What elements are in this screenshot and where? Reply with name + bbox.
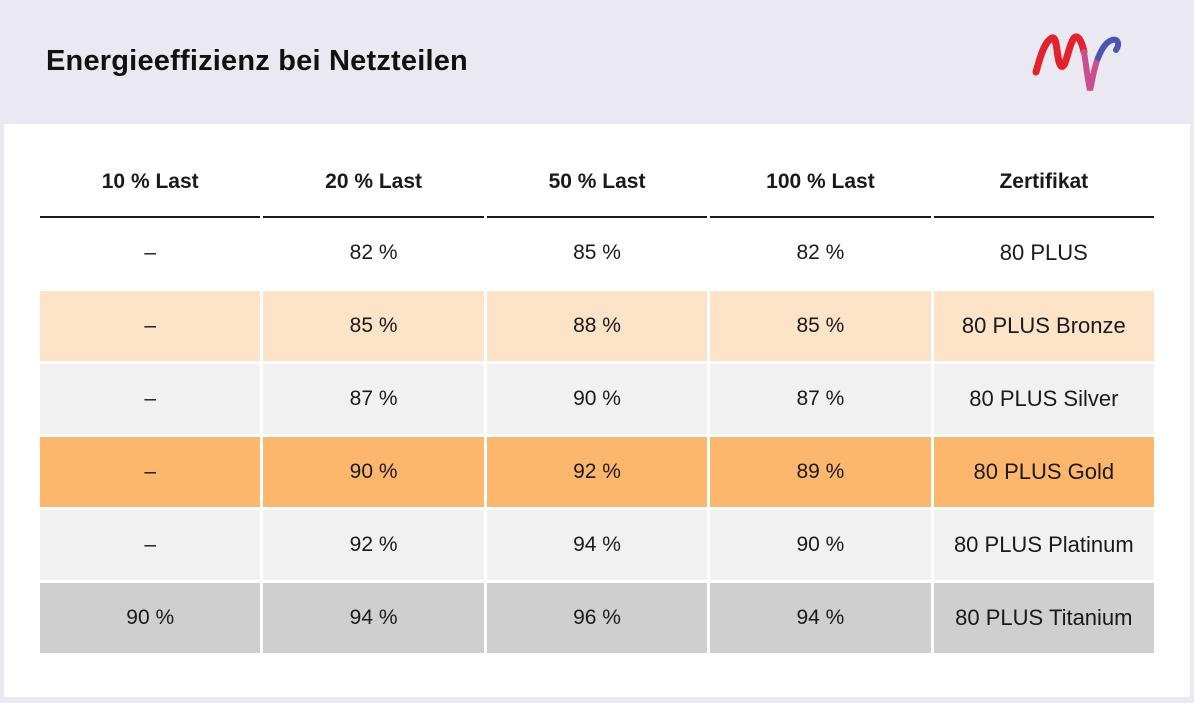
table-cell: 89 % — [710, 437, 931, 507]
certificate-cell: 80 PLUS Gold — [933, 437, 1155, 507]
table-row: – 82 % 85 % 82 % 80 PLUS — [40, 218, 1155, 288]
table-cell: 88 % — [486, 291, 708, 361]
table-cell: 85 % — [486, 218, 708, 288]
certificate-cell: 80 PLUS Silver — [933, 364, 1155, 434]
table-cell: – — [40, 510, 261, 580]
header-cell: 20 % Last — [263, 146, 484, 218]
table-cell: – — [40, 291, 261, 361]
header-cell: Zertifikat — [933, 146, 1155, 218]
table-cell: 96 % — [486, 583, 708, 653]
table-row: – 92 % 94 % 90 % 80 PLUS Platinum — [40, 510, 1155, 580]
table-cell: 92 % — [263, 510, 484, 580]
table-cell: – — [40, 437, 261, 507]
header-cell: 100 % Last — [710, 146, 931, 218]
header-cell: 50 % Last — [486, 146, 708, 218]
table-cell: 85 % — [263, 291, 484, 361]
certificate-cell: 80 PLUS Bronze — [933, 291, 1155, 361]
table-row: – 85 % 88 % 85 % 80 PLUS Bronze — [40, 291, 1155, 361]
table-cell: 87 % — [710, 364, 931, 434]
page-title: Energieeffizienz bei Netzteilen — [46, 45, 468, 77]
table-cell: 94 % — [263, 583, 484, 653]
table-cell: 90 % — [40, 583, 261, 653]
table-cell: – — [40, 218, 261, 288]
header-bar: Energieeffizienz bei Netzteilen — [0, 0, 1194, 124]
table-cell: 90 % — [486, 364, 708, 434]
table-cell: 90 % — [263, 437, 484, 507]
header-cell: 10 % Last — [40, 146, 261, 218]
table-cell: 90 % — [710, 510, 931, 580]
table-cell: 85 % — [710, 291, 931, 361]
table-header-row: 10 % Last 20 % Last 50 % Last 100 % Last… — [40, 146, 1155, 218]
certificate-cell: 80 PLUS Platinum — [933, 510, 1155, 580]
table-cell: 82 % — [710, 218, 931, 288]
table-cell: 82 % — [263, 218, 484, 288]
table-cell: 92 % — [486, 437, 708, 507]
table-cell: – — [40, 364, 261, 434]
efficiency-table: 10 % Last 20 % Last 50 % Last 100 % Last… — [40, 146, 1155, 653]
certificate-cell: 80 PLUS Titanium — [933, 583, 1155, 653]
table-cell: 87 % — [263, 364, 484, 434]
table-row: – 87 % 90 % 87 % 80 PLUS Silver — [40, 364, 1155, 434]
table-row: 90 % 94 % 96 % 94 % 80 PLUS Titanium — [40, 583, 1155, 653]
mvv-logo — [1032, 33, 1122, 91]
table-cell: 94 % — [710, 583, 931, 653]
table-cell: 94 % — [486, 510, 708, 580]
table-row: – 90 % 92 % 89 % 80 PLUS Gold — [40, 437, 1155, 507]
certificate-cell: 80 PLUS — [933, 218, 1155, 288]
